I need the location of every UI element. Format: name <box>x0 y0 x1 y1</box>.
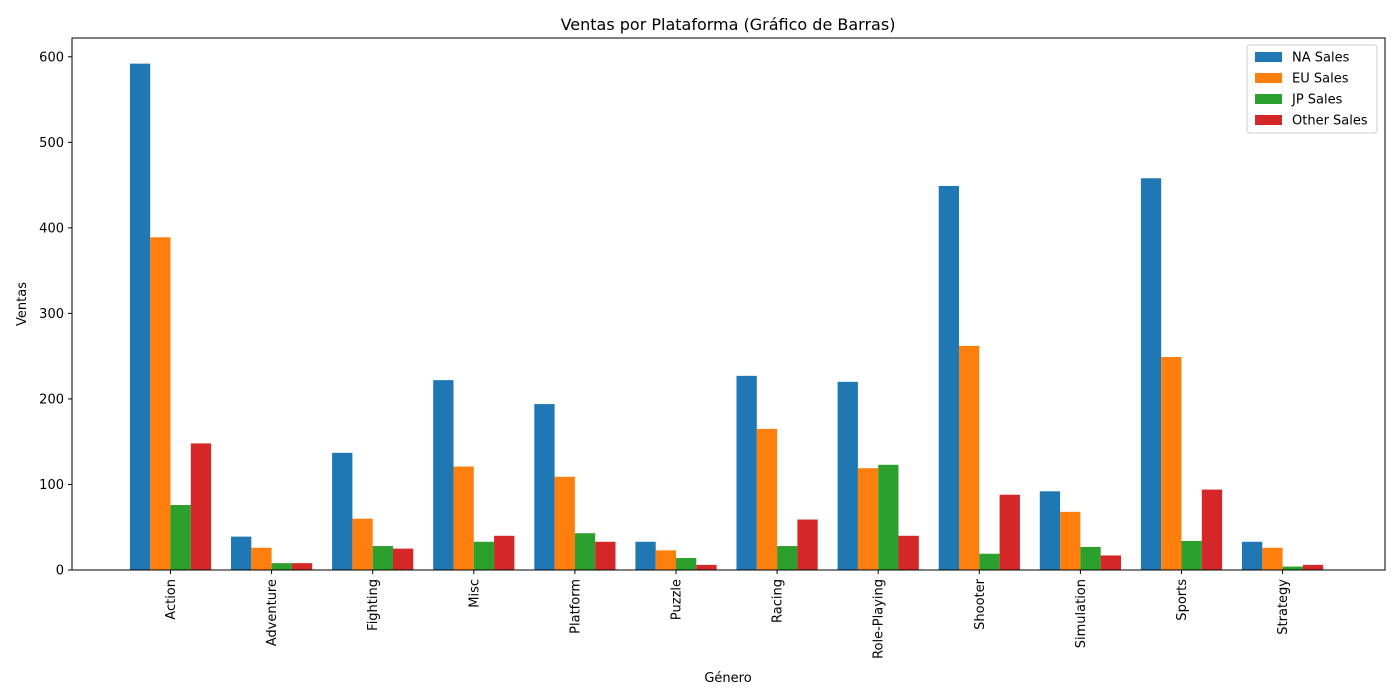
legend-box <box>1246 44 1378 134</box>
bar-na-sales-shooter <box>938 185 959 571</box>
bar-eu-sales-platform <box>554 476 575 570</box>
bar-other-sales-strategy <box>1302 564 1324 570</box>
bar-other-sales-shooter <box>999 494 1020 570</box>
legend-label: JP Sales <box>1291 93 1343 108</box>
x-tick-label: Fighting <box>366 579 381 631</box>
bar-jp-sales-misc <box>473 541 495 570</box>
legend: NA Sales EU Sales JP Sales Other Sales <box>1246 44 1378 134</box>
x-axis: Action Adventure Fighting Misc Platform Puzzl… <box>164 570 1291 659</box>
legend-label: EU Sales <box>1292 72 1349 87</box>
bar-eu-sales-racing <box>756 428 778 570</box>
bar-other-sales-misc <box>494 535 515 570</box>
bar-jp-sales-adventure <box>271 563 292 570</box>
x-tick-label: Action <box>164 579 179 620</box>
bar-eu-sales-sports <box>1161 357 1182 570</box>
bar-eu-sales-role-playing <box>857 468 879 570</box>
legend-swatch <box>1255 73 1282 83</box>
y-tick-label: 0 <box>56 564 64 579</box>
x-tick-label: Strategy <box>1276 579 1291 635</box>
bars-group <box>129 63 1324 571</box>
bar-na-sales-misc <box>433 380 454 570</box>
bar-eu-sales-shooter <box>959 345 980 570</box>
y-axis-label: Ventas <box>15 282 30 326</box>
bar-jp-sales-puzzle <box>676 558 697 570</box>
x-tick-label: Platform <box>568 579 583 634</box>
x-tick-label: Puzzle <box>670 579 685 620</box>
bar-other-sales-racing <box>797 519 818 570</box>
bar-other-sales-role-playing <box>898 535 919 570</box>
bar-other-sales-simulation <box>1100 555 1121 570</box>
bar-other-sales-puzzle <box>696 564 717 570</box>
y-tick-label: 500 <box>39 136 64 151</box>
y-tick-label: 100 <box>39 478 64 493</box>
legend-swatch <box>1255 52 1282 62</box>
bar-jp-sales-role-playing <box>878 464 899 570</box>
bar-na-sales-sports <box>1140 178 1162 571</box>
bar-jp-sales-strategy <box>1282 566 1303 570</box>
x-tick-label: Misc <box>467 579 482 608</box>
bar-na-sales-strategy <box>1242 541 1263 570</box>
y-tick-label: 200 <box>39 392 64 407</box>
bar-other-sales-platform <box>595 541 616 570</box>
bar-na-sales-fighting <box>332 452 353 570</box>
x-tick-label: Role-Playing <box>872 579 887 659</box>
bar-other-sales-action <box>190 443 212 570</box>
bar-jp-sales-racing <box>777 546 798 570</box>
bar-other-sales-sports <box>1201 489 1223 570</box>
legend-label: Other Sales <box>1292 114 1368 129</box>
plot-frame <box>71 37 1386 571</box>
y-tick-label: 400 <box>39 221 64 236</box>
legend-swatch <box>1255 94 1282 104</box>
x-tick-label: Adventure <box>265 579 280 646</box>
bar-jp-sales-action <box>170 504 191 570</box>
bar-na-sales-platform <box>534 404 555 570</box>
y-axis: 0 100 200 300 400 500 600 <box>39 50 72 579</box>
bar-other-sales-adventure <box>291 563 313 570</box>
bar-eu-sales-action <box>150 237 171 570</box>
bar-na-sales-racing <box>736 375 757 570</box>
bar-na-sales-adventure <box>231 536 252 570</box>
bar-eu-sales-strategy <box>1262 547 1283 570</box>
legend-label: NA Sales <box>1292 51 1350 66</box>
bar-eu-sales-adventure <box>251 547 272 570</box>
bar-na-sales-simulation <box>1039 491 1061 570</box>
bar-other-sales-fighting <box>393 548 414 570</box>
x-axis-label: Género <box>704 671 751 686</box>
y-tick-label: 600 <box>39 50 64 65</box>
bar-na-sales-action <box>129 63 151 570</box>
legend-swatch <box>1255 115 1282 125</box>
x-tick-label: Shooter <box>973 578 988 629</box>
bar-na-sales-role-playing <box>837 381 858 570</box>
bar-jp-sales-sports <box>1181 540 1202 570</box>
bar-eu-sales-misc <box>453 466 474 570</box>
x-tick-label: Simulation <box>1074 579 1089 648</box>
x-tick-label: Sports <box>1175 579 1190 621</box>
bar-eu-sales-fighting <box>352 518 373 570</box>
chart-title: Ventas por Plataforma (Gráfico de Barras… <box>561 15 896 34</box>
y-tick-label: 300 <box>39 307 64 322</box>
bar-na-sales-puzzle <box>635 541 656 570</box>
bar-jp-sales-simulation <box>1080 546 1101 570</box>
bar-eu-sales-puzzle <box>655 550 676 570</box>
bar-jp-sales-platform <box>574 533 596 570</box>
bar-jp-sales-shooter <box>979 553 1000 570</box>
x-tick-label: Racing <box>771 579 786 623</box>
bar-eu-sales-simulation <box>1060 511 1081 570</box>
bar-jp-sales-fighting <box>372 546 393 570</box>
